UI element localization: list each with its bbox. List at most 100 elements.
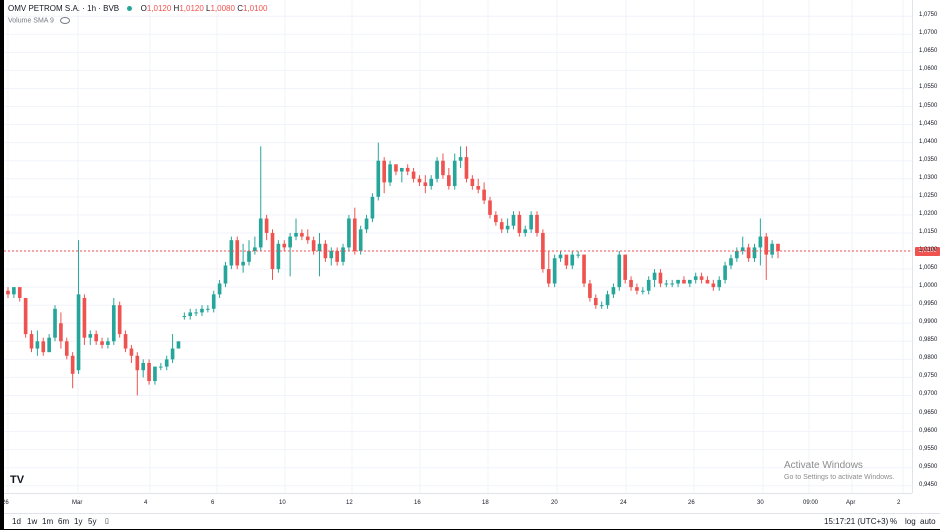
time-tick-label: 12 bbox=[346, 500, 353, 506]
candle-up bbox=[388, 164, 392, 183]
candle-down bbox=[123, 334, 128, 349]
candle-up bbox=[458, 157, 463, 161]
range-5y-button[interactable]: 5y bbox=[88, 517, 97, 526]
time-tick-label: 6 bbox=[211, 500, 215, 506]
candle-down bbox=[59, 323, 63, 342]
price-tick-label: 0,9900 bbox=[919, 319, 938, 326]
log-toggle[interactable]: log bbox=[905, 517, 916, 526]
candle-up bbox=[735, 251, 739, 259]
candle-down bbox=[264, 218, 269, 233]
price-tick-label: 0,9950 bbox=[919, 301, 938, 308]
time-tick-label: 16 bbox=[414, 500, 421, 506]
price-tick-label: 0,9650 bbox=[919, 409, 938, 416]
candle-up bbox=[276, 243, 281, 270]
symbol-title[interactable]: OMV PETROM S.A. · 1h · BVB bbox=[8, 4, 120, 13]
candle-up bbox=[688, 279, 692, 284]
time-tick-label: Apr bbox=[846, 500, 856, 506]
candle-down bbox=[582, 254, 586, 284]
candle-down bbox=[764, 236, 769, 255]
price-tick-label: 0,9600 bbox=[919, 427, 938, 434]
candle-down bbox=[6, 290, 10, 295]
range-1y-button[interactable]: 1y bbox=[74, 517, 83, 526]
candle-down bbox=[411, 171, 416, 179]
price-tick-label: 0,9550 bbox=[919, 445, 938, 452]
candle-down bbox=[17, 287, 22, 298]
candle-down bbox=[417, 178, 422, 183]
candle-down bbox=[382, 160, 387, 183]
candle-up bbox=[452, 160, 457, 187]
price-axis[interactable]: 1,0100 1,0750 1,0700 1,0650 1,0600 1,0550 1,0… bbox=[912, 0, 940, 493]
candle-up bbox=[770, 243, 774, 255]
candle-up bbox=[194, 312, 198, 314]
time-tick-label: 10 bbox=[279, 500, 286, 506]
candle-down bbox=[746, 247, 751, 259]
candle-down bbox=[147, 362, 151, 382]
candle-up bbox=[206, 308, 210, 310]
candle-up bbox=[523, 229, 528, 233]
percent-toggle[interactable]: % bbox=[890, 517, 898, 526]
range-1m-button[interactable]: 1m bbox=[42, 517, 54, 526]
candle-up bbox=[552, 258, 557, 284]
candle-up bbox=[429, 178, 434, 187]
candle-up bbox=[12, 287, 16, 295]
price-tick-label: 0,9750 bbox=[919, 373, 938, 380]
candle-up bbox=[170, 348, 175, 360]
candle-down bbox=[629, 279, 633, 288]
candle-up bbox=[717, 279, 722, 288]
price-tick-label: 1,0650 bbox=[919, 48, 938, 55]
candle-down bbox=[23, 297, 28, 335]
candle-down bbox=[305, 236, 310, 241]
time-tick-label: 09:00 bbox=[803, 500, 819, 506]
candle-up bbox=[176, 341, 181, 349]
candle-down bbox=[593, 297, 598, 306]
eye-hidden-icon[interactable] bbox=[59, 17, 70, 24]
clock-display[interactable]: 15:17:21 (UTC+3) bbox=[824, 517, 889, 526]
tradingview-logo-icon[interactable]: TV bbox=[10, 474, 25, 486]
candle-up bbox=[435, 160, 439, 179]
low-label: L bbox=[206, 4, 211, 13]
candle-up bbox=[159, 366, 163, 368]
candle-up bbox=[558, 254, 563, 259]
price-tick-label: 1,0700 bbox=[919, 30, 938, 37]
price-tick-label: 1,0150 bbox=[919, 228, 938, 235]
price-tick-label: 1,0200 bbox=[919, 210, 938, 217]
market-status-icon bbox=[127, 6, 133, 12]
candle-up bbox=[317, 243, 322, 252]
activation-watermark-subtitle: Go to Settings to activate Windows. bbox=[784, 474, 895, 481]
candle-up bbox=[223, 265, 228, 284]
candle-down bbox=[29, 334, 34, 349]
candle-up bbox=[640, 290, 645, 292]
range-6m-button[interactable]: 6m bbox=[58, 517, 70, 526]
candle-down bbox=[41, 341, 46, 353]
range-1w-button[interactable]: 1w bbox=[27, 517, 38, 526]
volume-legend[interactable]: Volume SMA 9 bbox=[8, 17, 70, 24]
bottom-toolbar: 1d 1w 1m 6m 1y 5y ▯ 15:17:21 (UTC+3) % l… bbox=[4, 513, 940, 530]
candle-up bbox=[88, 334, 93, 338]
auto-toggle[interactable]: auto bbox=[920, 517, 936, 526]
range-1d-button[interactable]: 1d bbox=[12, 517, 21, 526]
price-tick-label: 1,0250 bbox=[919, 192, 938, 199]
candle-up bbox=[217, 283, 222, 295]
time-tick-label: 18 bbox=[482, 500, 489, 506]
candle-up bbox=[399, 167, 404, 172]
chart-pane[interactable]: OMV PETROM S.A. · 1h · BVB O1,0120 H1,01… bbox=[4, 0, 912, 493]
candle-up bbox=[76, 294, 81, 371]
candle-up bbox=[511, 214, 516, 226]
candle-down bbox=[535, 214, 539, 233]
volume-label: Volume SMA 9 bbox=[8, 17, 54, 25]
high-label: H bbox=[173, 4, 180, 13]
candle-up bbox=[758, 236, 763, 248]
candle-up bbox=[611, 287, 616, 295]
price-tick-label: 0,9850 bbox=[919, 337, 938, 344]
candle-up bbox=[153, 366, 157, 382]
time-axis[interactable]: 26 Mar 4 6 10 12 16 18 20 24 26 30 09:00 Apr 2 bbox=[2, 493, 912, 514]
candle-down bbox=[546, 269, 551, 284]
price-chart[interactable] bbox=[4, 0, 912, 493]
candle-up bbox=[288, 236, 292, 248]
candle-up bbox=[505, 225, 510, 230]
candle-up bbox=[182, 316, 187, 318]
date-range-icon[interactable]: ▯ bbox=[105, 518, 109, 525]
candle-down bbox=[494, 214, 498, 223]
time-tick-label: 4 bbox=[144, 500, 148, 506]
candle-up bbox=[111, 305, 116, 342]
